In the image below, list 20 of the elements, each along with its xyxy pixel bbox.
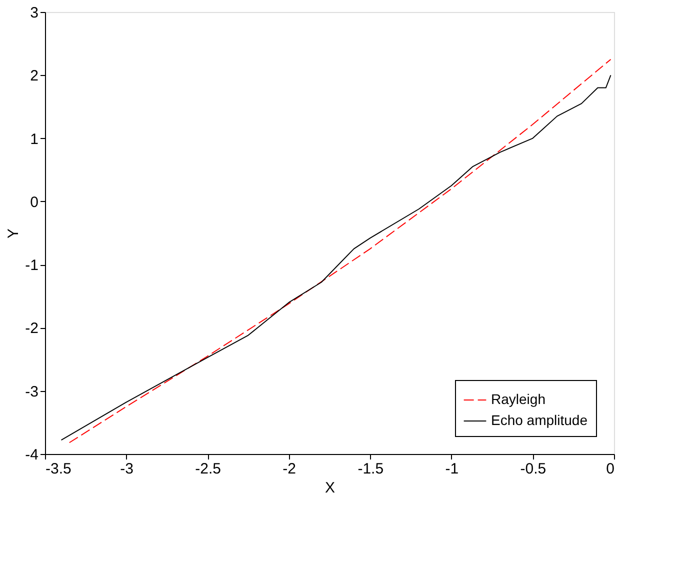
y-tick-label: 0 — [30, 194, 38, 211]
x-axis-title: X — [324, 480, 336, 496]
x-tick-label: -3 — [120, 460, 134, 478]
x-tick-label: -0.5 — [520, 460, 546, 478]
x-tick-label: -1 — [445, 460, 459, 478]
x-tick-label: -2.5 — [195, 460, 221, 478]
y-tick-label: 2 — [30, 68, 38, 85]
y-tick-label: -2 — [25, 320, 38, 338]
legend-label: Echo amplitude — [491, 412, 588, 428]
x-tick-label: -1.5 — [358, 460, 384, 478]
x-tick-label: 0 — [606, 460, 614, 478]
y-tick-label: 1 — [30, 130, 38, 148]
x-tick-label: -3.5 — [46, 460, 72, 478]
y-tick-label: -3 — [25, 383, 38, 400]
y-tick-label: -1 — [25, 257, 38, 274]
x-tick-label: -2 — [282, 460, 296, 478]
y-tick-label: 3 — [30, 4, 38, 22]
legend-label: Rayleigh — [491, 391, 546, 407]
y-axis-title: Y — [5, 228, 22, 239]
y-tick-label: -4 — [25, 446, 38, 464]
